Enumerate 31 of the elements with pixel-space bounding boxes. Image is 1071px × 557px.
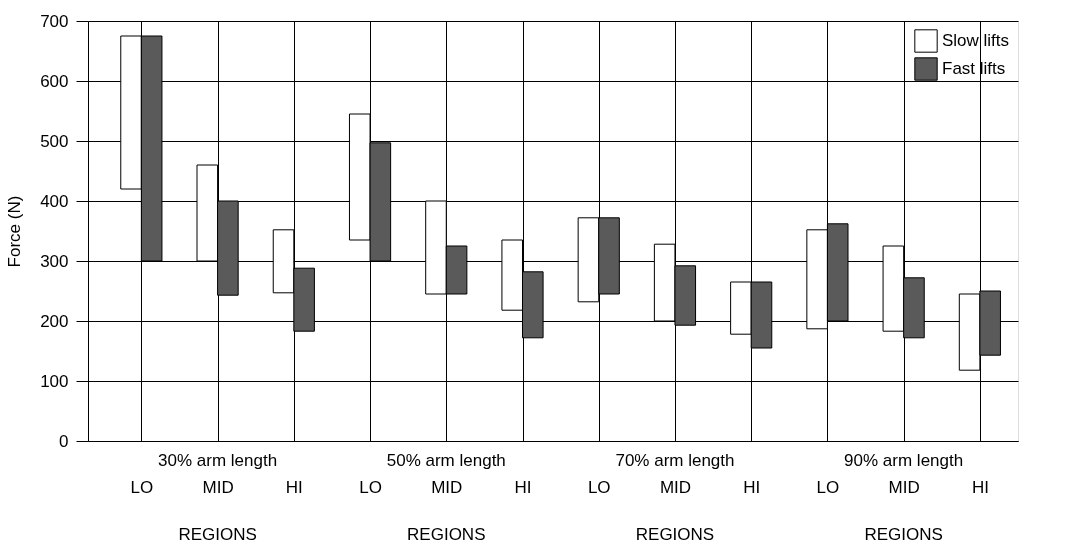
x-tick-label: LO <box>816 477 840 497</box>
text: 70% arm length <box>615 451 735 470</box>
y-tick-label: 200 <box>40 311 69 331</box>
y-tick-label: 100 <box>40 371 69 391</box>
text: 90% arm length <box>844 451 964 470</box>
text: 30% arm length <box>158 451 278 470</box>
x-tick-label: LO <box>587 477 611 497</box>
text: 50% arm length <box>386 451 506 470</box>
y-tick-label: 500 <box>40 131 69 151</box>
text: REGIONS <box>407 525 486 544</box>
x-tick-label: MID <box>659 477 692 497</box>
y-axis-title: Force (N) <box>5 195 25 268</box>
x-tick-label: LO <box>130 477 154 497</box>
text: REGIONS <box>635 525 715 544</box>
y-tick-label: 400 <box>40 191 69 211</box>
x-tick-label: LO <box>359 477 382 497</box>
legend-label: Slow lifts <box>942 31 1010 50</box>
x-tick-label: MID <box>888 477 920 497</box>
x-tick-label: HI <box>743 477 761 497</box>
x-tick-label: HI <box>285 477 303 497</box>
legend-label: Fast lifts <box>942 59 1006 78</box>
y-tick-label: 300 <box>40 251 69 271</box>
x-tick-label: MID <box>431 477 463 497</box>
y-tick-label: 0 <box>59 431 69 451</box>
x-tick-label: MID <box>202 477 234 497</box>
y-tick-label: 700 <box>40 11 69 31</box>
x-tick-label: HI <box>514 477 532 497</box>
text: REGIONS <box>864 525 943 544</box>
x-tick-label: HI <box>971 477 989 497</box>
y-tick-label: 600 <box>40 71 69 91</box>
text: REGIONS <box>178 525 257 544</box>
